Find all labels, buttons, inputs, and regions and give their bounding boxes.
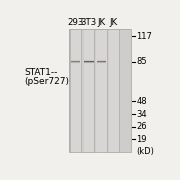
- Bar: [71, 61, 80, 62]
- Bar: [96, 59, 106, 60]
- Bar: [84, 59, 94, 60]
- Bar: [109, 29, 119, 152]
- Bar: [71, 63, 80, 64]
- Bar: [96, 60, 106, 61]
- Bar: [71, 63, 80, 64]
- Bar: [96, 63, 106, 64]
- Bar: [96, 29, 107, 152]
- Bar: [84, 62, 94, 63]
- Bar: [96, 62, 106, 63]
- Text: JK: JK: [110, 18, 118, 27]
- Bar: [71, 59, 80, 60]
- Text: 293: 293: [67, 18, 84, 27]
- Text: (pSer727): (pSer727): [24, 77, 69, 86]
- Text: STAT1--: STAT1--: [24, 68, 57, 77]
- Bar: [71, 62, 80, 63]
- Bar: [84, 59, 94, 60]
- Bar: [84, 61, 94, 62]
- Bar: [71, 60, 80, 61]
- Text: JK: JK: [97, 18, 105, 27]
- Bar: [69, 29, 131, 152]
- Bar: [84, 63, 94, 64]
- Bar: [96, 61, 106, 62]
- Bar: [71, 62, 80, 63]
- Text: 117: 117: [136, 32, 152, 41]
- Bar: [71, 60, 80, 61]
- Text: 26: 26: [136, 122, 147, 131]
- Bar: [71, 61, 80, 62]
- Bar: [84, 29, 94, 152]
- Text: 85: 85: [136, 57, 147, 66]
- Bar: [84, 62, 94, 63]
- Bar: [71, 59, 80, 60]
- Bar: [84, 60, 94, 61]
- Bar: [96, 61, 106, 62]
- Text: 48: 48: [136, 97, 147, 106]
- Text: 34: 34: [136, 110, 147, 119]
- Bar: [84, 60, 94, 61]
- Text: 19: 19: [136, 135, 147, 144]
- Text: 3T3: 3T3: [81, 18, 97, 27]
- Bar: [84, 61, 94, 62]
- Bar: [96, 60, 106, 61]
- Bar: [84, 63, 94, 64]
- Text: (kD): (kD): [136, 147, 154, 156]
- Bar: [70, 29, 81, 152]
- Bar: [96, 62, 106, 63]
- Bar: [96, 63, 106, 64]
- Bar: [96, 59, 106, 60]
- Bar: [69, 29, 131, 152]
